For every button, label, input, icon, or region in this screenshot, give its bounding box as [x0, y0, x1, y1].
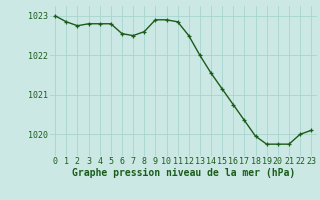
X-axis label: Graphe pression niveau de la mer (hPa): Graphe pression niveau de la mer (hPa) [72, 168, 295, 178]
